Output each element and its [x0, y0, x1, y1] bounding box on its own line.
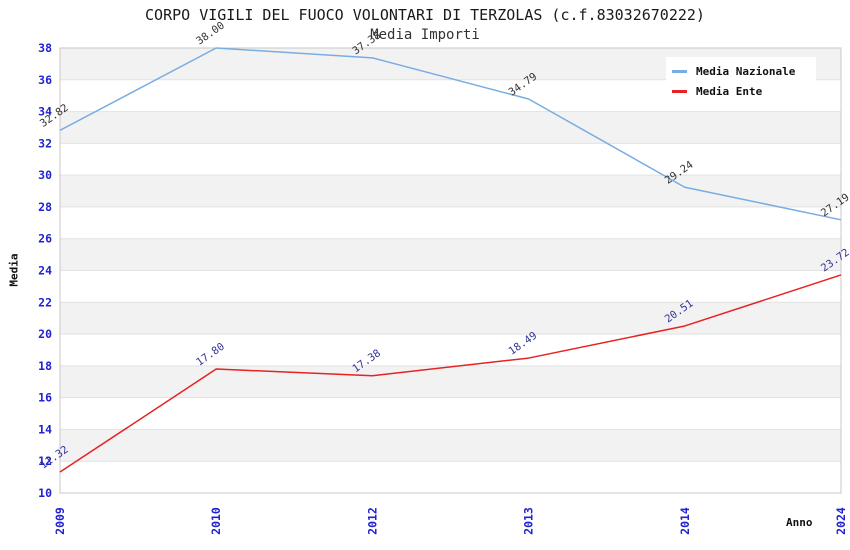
- point-label-media-ente: 17.80: [194, 341, 227, 369]
- y-tick-label: 16: [38, 391, 52, 405]
- x-tick-label: 2024: [834, 507, 848, 535]
- series-line-media-nazionale: [59, 47, 842, 221]
- y-tick-label: 24: [38, 264, 52, 278]
- x-tick-label: 2014: [678, 507, 692, 535]
- legend-item-media-nazionale: Media Nazionale: [672, 61, 810, 81]
- media-ente-line-swatch: [672, 89, 687, 93]
- y-tick-label: 36: [38, 73, 52, 87]
- grid-band: [60, 302, 841, 335]
- y-tick-label: 14: [38, 422, 52, 436]
- y-tick-label: 38: [38, 41, 52, 55]
- x-axis-title: Anno: [786, 516, 813, 529]
- x-tick-label: 2013: [522, 507, 536, 535]
- legend-item-media-ente: Media Ente: [672, 81, 810, 101]
- x-tick-label: 2010: [209, 507, 223, 535]
- x-tick-label: 2012: [365, 507, 379, 535]
- y-tick-label: 22: [38, 295, 52, 309]
- y-tick-label: 20: [38, 327, 52, 341]
- legend-label-media-nazionale: Media Nazionale: [696, 64, 796, 78]
- plot-border: [59, 47, 842, 494]
- grid-band: [60, 111, 841, 144]
- y-tick-label: 28: [38, 200, 52, 214]
- y-tick-label: 26: [38, 232, 52, 246]
- media-nazionale-line-swatch: [672, 69, 687, 73]
- y-tick-label: 18: [38, 359, 52, 373]
- y-tick-label: 34: [38, 105, 52, 119]
- legend-label-media-ente: Media Ente: [696, 84, 763, 98]
- chart-title: CORPO VIGILI DEL FUOCO VOLONTARI DI TERZ…: [145, 6, 705, 24]
- grid-band: [60, 175, 841, 207]
- grid-band: [60, 238, 841, 271]
- y-tick-label: 30: [38, 168, 52, 182]
- x-tick-label: 2009: [53, 507, 67, 535]
- y-axis-title: Media: [7, 253, 21, 287]
- series-line-media-ente: [59, 274, 842, 473]
- grid-band: [60, 365, 841, 398]
- chart-subtitle: Media Importi: [370, 27, 480, 43]
- grid-band: [60, 429, 841, 462]
- y-tick-label: 32: [38, 136, 52, 150]
- legend: Media Nazionale Media Ente: [666, 57, 816, 105]
- y-tick-label: 10: [38, 486, 52, 500]
- y-tick-label: 12: [38, 454, 52, 468]
